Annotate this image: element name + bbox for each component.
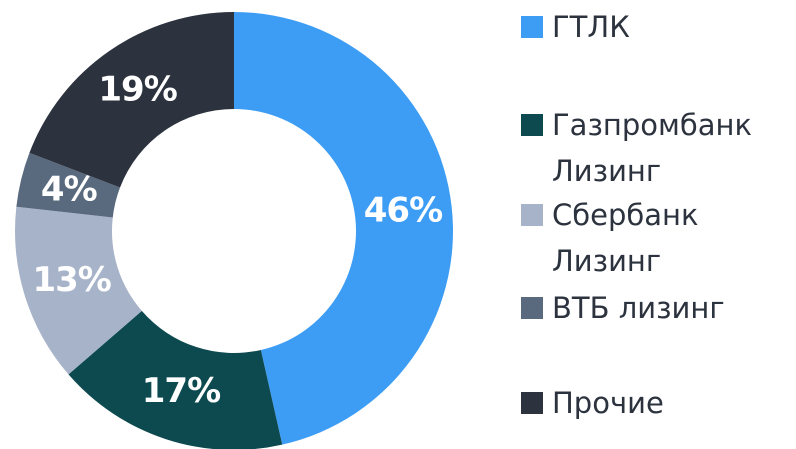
- legend-swatch: [521, 297, 543, 319]
- segment-label: 19%: [98, 69, 176, 109]
- legend-item: Прочие: [521, 380, 796, 426]
- chart: 46% 17% 13% 4% 19%: [14, 12, 453, 449]
- legend-item: ВТБ лизинг: [521, 285, 796, 331]
- legend-item: ГТЛК: [521, 4, 796, 50]
- segment-label: 13%: [32, 260, 110, 300]
- donut-segment: [234, 12, 453, 445]
- segment-label: 4%: [41, 169, 97, 209]
- legend-label: Газпромбанк Лизинг: [552, 108, 752, 188]
- legend-item: Газпромбанк Лизинг: [521, 102, 796, 194]
- donut-segment: [16, 152, 121, 218]
- legend-swatch: [521, 392, 543, 414]
- donut-segment: [29, 12, 235, 188]
- donut-segment: [14, 206, 142, 375]
- donut-segment: [68, 310, 283, 449]
- legend-swatch: [521, 16, 543, 38]
- legend-label: Сбербанк Лизинг: [552, 198, 699, 278]
- segment-label: 46%: [364, 191, 442, 231]
- legend-label: ВТБ лизинг: [552, 291, 725, 325]
- legend-swatch: [521, 114, 543, 136]
- segment-label: 17%: [142, 371, 220, 411]
- legend-swatch: [521, 204, 543, 226]
- legend-label: ГТЛК: [552, 10, 630, 44]
- legend-item: Сбербанк Лизинг: [521, 192, 796, 284]
- legend-label: Прочие: [552, 386, 664, 420]
